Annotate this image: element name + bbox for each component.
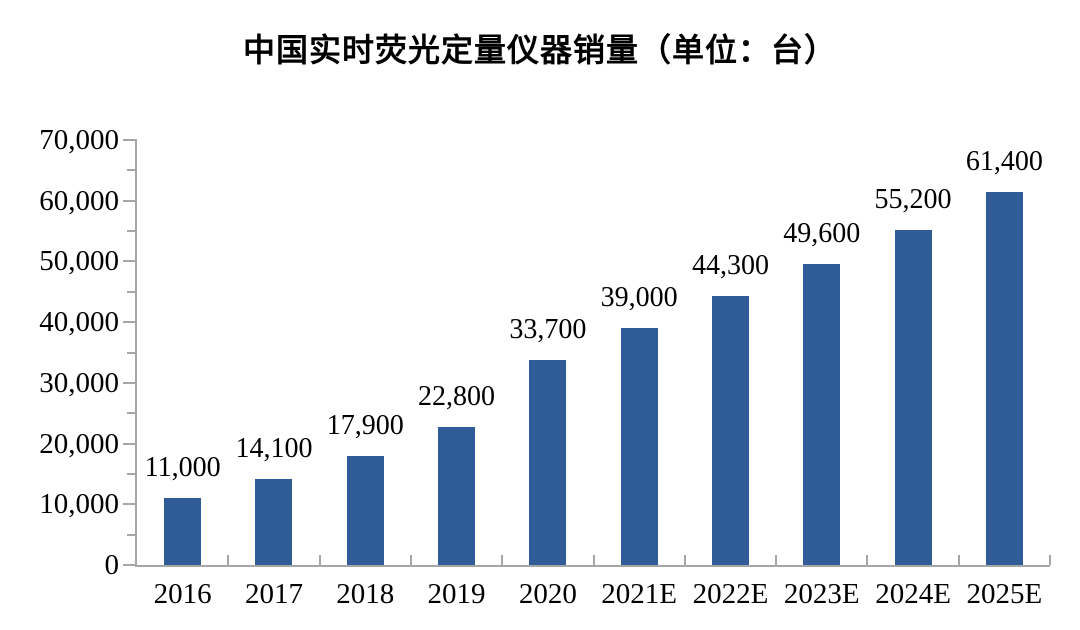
bar-value-label: 14,100 bbox=[235, 433, 313, 465]
y-minor-tick bbox=[127, 533, 135, 536]
bar bbox=[894, 229, 932, 565]
x-tick bbox=[409, 555, 412, 565]
bar bbox=[803, 263, 841, 565]
x-tick-label: 2020 bbox=[518, 578, 577, 610]
x-tick-label: 2023E bbox=[783, 578, 860, 610]
bar-value-label: 44,300 bbox=[691, 250, 769, 282]
y-tick-label: 30,000 bbox=[39, 366, 119, 399]
bar-value-label: 22,800 bbox=[418, 380, 496, 412]
y-tick-label: 10,000 bbox=[39, 488, 119, 521]
bar bbox=[620, 328, 658, 565]
bar bbox=[711, 296, 749, 565]
x-tick bbox=[957, 555, 960, 565]
bar bbox=[164, 498, 202, 565]
x-tick-label: 2025E bbox=[966, 578, 1043, 610]
bar-value-label: 33,700 bbox=[509, 314, 587, 346]
x-tick-label: 2016 bbox=[153, 578, 212, 610]
y-major-tick bbox=[123, 199, 135, 202]
x-tick-label: 2022E bbox=[692, 578, 769, 610]
y-minor-tick bbox=[127, 472, 135, 475]
y-major-tick bbox=[123, 139, 135, 141]
x-tick-label: 2019 bbox=[427, 578, 486, 610]
x-tick bbox=[1049, 555, 1051, 565]
x-tick bbox=[318, 555, 321, 565]
y-tick-label: 40,000 bbox=[39, 306, 119, 339]
y-major-tick bbox=[123, 503, 135, 506]
y-minor-tick bbox=[127, 351, 135, 354]
y-minor-tick bbox=[127, 230, 135, 233]
y-major-tick bbox=[123, 442, 135, 445]
chart-title: 中国实时荧光定量仪器销量（单位：台） bbox=[242, 32, 837, 68]
x-tick-label: 2021E bbox=[601, 578, 677, 610]
x-tick bbox=[592, 555, 595, 565]
y-major-tick bbox=[123, 564, 135, 566]
y-tick-label: 20,000 bbox=[39, 427, 119, 460]
x-tick bbox=[866, 555, 869, 565]
y-minor-tick bbox=[127, 290, 135, 293]
x-tick bbox=[775, 555, 778, 565]
bar-value-label: 49,600 bbox=[783, 217, 861, 249]
bar bbox=[438, 426, 476, 565]
y-minor-tick bbox=[127, 169, 135, 172]
x-tick-label: 2024E bbox=[875, 578, 951, 610]
bar bbox=[346, 456, 384, 565]
bar bbox=[529, 360, 567, 565]
bar-value-label: 11,000 bbox=[144, 452, 221, 484]
x-tick bbox=[227, 555, 230, 565]
y-axis-line bbox=[135, 139, 137, 567]
x-tick bbox=[501, 555, 504, 565]
y-minor-tick bbox=[127, 412, 135, 415]
bar-value-label: 39,000 bbox=[600, 282, 678, 314]
x-tick-label: 2017 bbox=[244, 578, 303, 610]
y-major-tick bbox=[123, 260, 135, 263]
bar-value-label: 61,400 bbox=[965, 146, 1043, 178]
x-axis-line bbox=[135, 565, 1050, 567]
y-tick-label: 50,000 bbox=[39, 245, 119, 278]
y-major-tick bbox=[123, 381, 135, 384]
bar-value-label: 55,200 bbox=[874, 183, 952, 215]
x-tick bbox=[683, 555, 686, 565]
y-tick-label: 60,000 bbox=[39, 184, 119, 217]
x-tick-label: 2018 bbox=[336, 578, 395, 610]
bar bbox=[255, 479, 293, 565]
bar-value-label: 17,900 bbox=[326, 410, 404, 442]
y-tick-label: 70,000 bbox=[39, 124, 119, 156]
y-major-tick bbox=[123, 321, 135, 324]
y-tick-label: 0 bbox=[104, 549, 120, 581]
bar bbox=[985, 192, 1023, 565]
